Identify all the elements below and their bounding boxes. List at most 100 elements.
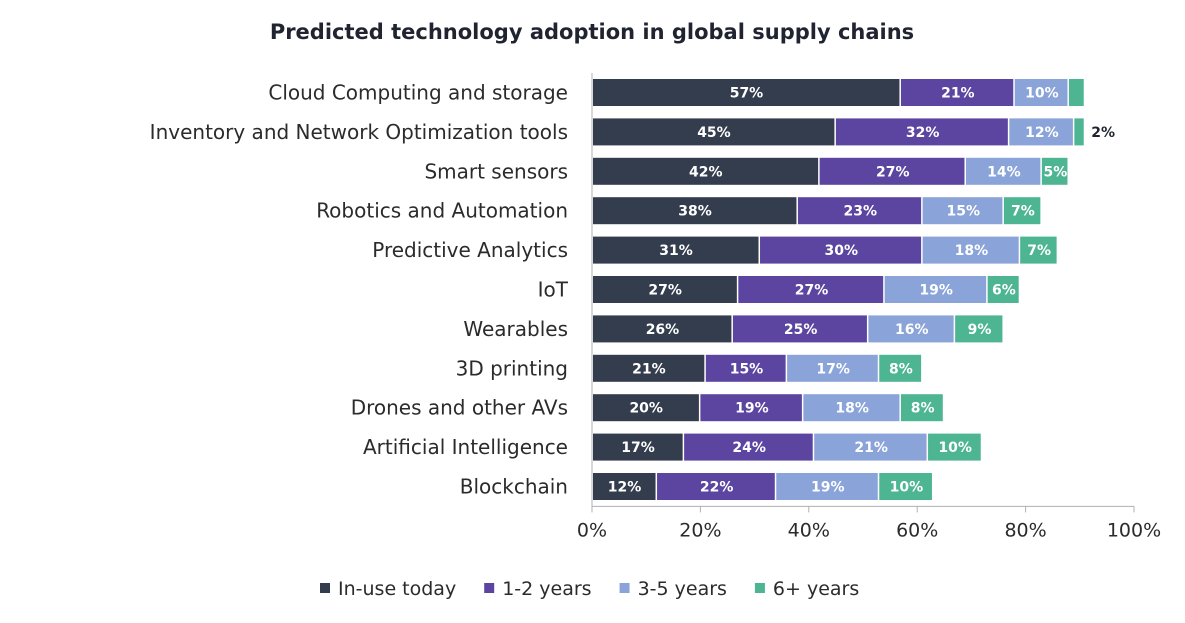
bar-3-5-years-cloud-computing-and-storage (1014, 79, 1068, 106)
data-label-1-2-years-wearables: 25% (784, 322, 818, 338)
bar-6-years-artificial-intelligence (928, 433, 981, 461)
data-label-1-2-years-3d-printing: 15% (730, 361, 764, 377)
bar-3-5-years-blockchain (776, 473, 878, 500)
data-label-3-5-years-iot: 19% (919, 283, 953, 299)
bar-3-5-years-3d-printing (787, 354, 878, 382)
bar-6-years-cloud-computing-and-storage (1068, 79, 1084, 106)
data-label-in-use-today-inventory-and-network-optimization-tools: 45% (697, 125, 731, 141)
data-label-6-years-blockchain: 10% (890, 480, 924, 496)
bar-1-2-years-inventory-and-network-optimization-tools (835, 118, 1008, 146)
x-tick-label-2: 40% (788, 519, 830, 541)
bar-6-years-blockchain (879, 473, 932, 500)
legend-swatch-1-2-years (484, 583, 495, 593)
data-label-in-use-today-cloud-computing-and-storage: 57% (730, 86, 764, 102)
data-label-3-5-years-wearables: 16% (895, 322, 929, 338)
bar-in-use-today-robotics-and-automation (593, 197, 797, 225)
data-label-1-2-years-inventory-and-network-optimization-tools: 32% (906, 125, 940, 141)
data-label-3-5-years-cloud-computing-and-storage: 10% (1025, 86, 1059, 102)
bar-in-use-today-3d-printing (593, 354, 705, 382)
data-label-3-5-years-robotics-and-automation: 15% (947, 204, 981, 220)
bar-3-5-years-inventory-and-network-optimization-tools (1009, 118, 1073, 146)
bar-3-5-years-drones-and-other-avs (803, 394, 900, 422)
bar-1-2-years-cloud-computing-and-storage (900, 79, 1014, 106)
category-label-cloud-computing-and-storage: Cloud Computing and storage (268, 81, 568, 105)
bar-6-years-drones-and-other-avs (900, 394, 943, 422)
bar-6-years-inventory-and-network-optimization-tools (1074, 118, 1084, 146)
bar-3-5-years-artificial-intelligence (814, 433, 927, 461)
data-label-6-years-artificial-intelligence: 10% (938, 440, 972, 456)
legend-label-6-years: 6+ years (773, 578, 859, 600)
bar-in-use-today-smart-sensors (593, 157, 819, 185)
data-label-in-use-today-smart-sensors: 42% (689, 164, 723, 180)
category-label-iot: IoT (538, 278, 569, 302)
data-label-1-2-years-robotics-and-automation: 23% (844, 204, 878, 220)
legend-swatch-in-use-today (320, 583, 330, 593)
legend: In-use today 1-2 years 3-5 years 6+ years (320, 578, 859, 600)
data-label-in-use-today-predictive-analytics: 31% (659, 243, 693, 259)
bar-1-2-years-robotics-and-automation (797, 197, 922, 225)
chart-title: Predicted technology adoption in global … (270, 20, 914, 44)
bar-3-5-years-smart-sensors (965, 157, 1041, 185)
bar-in-use-today-drones-and-other-avs (593, 394, 699, 422)
data-label-3-5-years-3d-printing: 17% (816, 361, 850, 377)
category-label-drones-and-other-avs: Drones and other AVs (351, 396, 568, 420)
bar-6-years-iot (987, 276, 1019, 303)
data-label-1-2-years-blockchain: 22% (700, 480, 734, 496)
x-tick-label-4: 80% (1004, 519, 1046, 541)
x-tick-label-3: 60% (896, 519, 938, 541)
legend-swatch-6-years (754, 583, 765, 593)
category-label-blockchain: Blockchain (460, 475, 568, 499)
bar-1-2-years-drones-and-other-avs (700, 394, 802, 422)
data-label-1-2-years-predictive-analytics: 30% (825, 243, 859, 259)
data-label-in-use-today-3d-printing: 21% (632, 361, 666, 377)
bar-6-years-wearables (955, 315, 1003, 343)
legend-label-3-5-years: 3-5 years (638, 578, 727, 600)
x-tick-label-0: 0% (577, 519, 607, 541)
data-label-in-use-today-iot: 27% (648, 283, 682, 299)
category-label-artificial-intelligence: Artificial Intelligence (363, 435, 568, 459)
bar-6-years-robotics-and-automation (1003, 197, 1041, 225)
data-label-in-use-today-blockchain: 12% (608, 480, 642, 496)
bar-3-5-years-predictive-analytics (922, 236, 1019, 264)
data-label-1-2-years-artificial-intelligence: 24% (732, 440, 766, 456)
category-label-inventory-and-network-optimization-tools: Inventory and Network Optimization tools (150, 120, 568, 144)
category-label-predictive-analytics: Predictive Analytics (372, 238, 568, 262)
bar-3-5-years-wearables (868, 315, 954, 343)
data-label-6-years-predictive-analytics: 7% (1027, 243, 1051, 259)
data-label-3-5-years-blockchain: 19% (811, 480, 845, 496)
category-labels: Cloud Computing and storage Inventory and… (150, 81, 569, 499)
bar-3-5-years-iot (884, 276, 987, 303)
data-label-in-use-today-drones-and-other-avs: 20% (629, 401, 663, 417)
category-label-robotics-and-automation: Robotics and Automation (316, 199, 568, 223)
bar-in-use-today-inventory-and-network-optimization-tools (593, 118, 835, 146)
bar-in-use-today-cloud-computing-and-storage (593, 79, 900, 106)
data-label-in-use-today-artificial-intelligence: 17% (621, 440, 655, 456)
bar-in-use-today-artificial-intelligence (593, 433, 683, 461)
bar-in-use-today-predictive-analytics (593, 236, 759, 264)
data-label-6-years-smart-sensors: 5% (1044, 164, 1068, 180)
data-label-3-5-years-smart-sensors: 14% (987, 164, 1021, 180)
x-tick-label-5: 100% (1107, 519, 1161, 541)
bar-in-use-today-wearables (593, 315, 732, 343)
data-label-6-years-wearables: 9% (968, 322, 992, 338)
bar-1-2-years-predictive-analytics (760, 236, 922, 264)
bar-in-use-today-blockchain (593, 473, 656, 500)
bar-1-2-years-3d-printing (705, 354, 786, 382)
data-label-6-years-inventory-and-network-optimization-tools: 2% (1091, 125, 1115, 141)
data-label-in-use-today-wearables: 26% (646, 322, 680, 338)
data-label-1-2-years-cloud-computing-and-storage: 21% (941, 86, 975, 102)
bar-1-2-years-smart-sensors (819, 157, 965, 185)
data-label-6-years-robotics-and-automation: 7% (1011, 204, 1035, 220)
bar-6-years-3d-printing (879, 354, 922, 382)
data-label-6-years-iot: 6% (992, 283, 1016, 299)
data-label-6-years-drones-and-other-avs: 8% (911, 401, 935, 417)
category-label-3d-printing: 3D printing (456, 356, 568, 380)
legend-swatch-3-5-years (619, 583, 630, 593)
bar-3-5-years-robotics-and-automation (922, 197, 1003, 225)
legend-label-1-2-years: 1-2 years (502, 578, 591, 600)
data-label-3-5-years-predictive-analytics: 18% (955, 243, 989, 259)
data-label-1-2-years-drones-and-other-avs: 19% (735, 401, 769, 417)
category-label-wearables: Wearables (463, 317, 568, 341)
